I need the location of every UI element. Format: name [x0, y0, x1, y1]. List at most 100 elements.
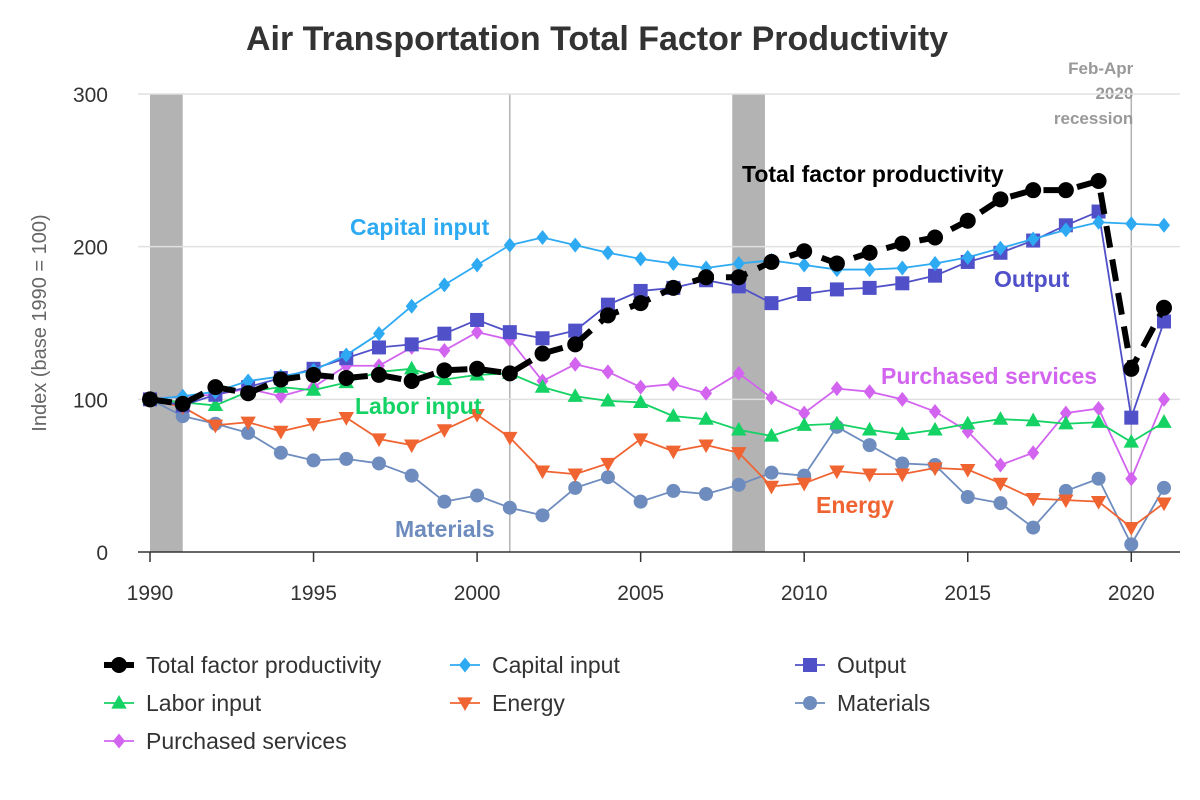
data-point-capital-input: [1059, 222, 1072, 238]
data-point-materials: [404, 468, 419, 483]
data-point-labor-input: [829, 415, 845, 430]
annotation-labor-input: Labor input: [355, 393, 482, 419]
data-point-output: [633, 283, 648, 298]
data-point-energy: [698, 439, 714, 454]
data-point-labor-input: [1025, 412, 1041, 427]
data-point-energy: [731, 447, 747, 461]
x-tick-label: 2020: [1108, 582, 1155, 605]
data-point-energy: [600, 457, 616, 472]
data-point-energy: [469, 409, 485, 423]
legend-marker: [111, 657, 127, 673]
data-point-purchased-services: [667, 376, 680, 392]
data-point-total-factor-productivity: [240, 385, 257, 402]
data-point-labor-input: [894, 426, 911, 441]
data-point-output: [568, 323, 583, 338]
data-point-energy: [273, 425, 289, 440]
data-point-total-factor-productivity: [828, 255, 845, 272]
data-point-capital-input: [1158, 217, 1170, 233]
data-point-labor-input: [567, 388, 583, 402]
x-tick-label: 2015: [944, 582, 991, 605]
data-point-total-factor-productivity: [1057, 182, 1074, 199]
data-point-materials: [699, 486, 714, 501]
data-point-total-factor-productivity: [403, 373, 420, 390]
data-point-labor-input: [534, 379, 551, 393]
data-point-total-factor-productivity: [959, 212, 976, 229]
data-point-materials: [960, 490, 975, 505]
data-point-energy: [763, 480, 780, 495]
data-point-labor-input: [632, 394, 649, 408]
data-point-energy: [992, 477, 1009, 492]
gridlines: [138, 93, 1180, 401]
y-tick-label: 300: [73, 84, 108, 107]
data-point-energy: [894, 468, 911, 483]
data-point-capital-input: [405, 298, 418, 314]
legend-label: Energy: [492, 690, 565, 716]
x-tick-label: 2005: [617, 582, 664, 605]
data-point-output: [862, 280, 877, 295]
data-point-energy: [1058, 494, 1074, 509]
data-point-purchased-services: [634, 379, 647, 395]
data-point-materials: [895, 456, 910, 471]
data-point-energy: [240, 416, 256, 431]
data-point-capital-input: [863, 262, 876, 278]
data-point-total-factor-productivity: [370, 366, 387, 383]
data-point-energy: [371, 433, 387, 448]
data-point-capital-input: [634, 251, 647, 267]
data-point-total-factor-productivity: [763, 253, 780, 270]
data-point-labor-input: [861, 421, 878, 436]
data-point-labor-input: [698, 411, 714, 425]
data-point-purchased-services: [1092, 400, 1105, 416]
data-point-materials: [1124, 537, 1139, 552]
legend-label: Output: [837, 652, 907, 678]
data-point-purchased-services: [438, 342, 451, 358]
annotation-capital-input: Capital input: [350, 214, 490, 240]
data-point-materials: [470, 488, 485, 503]
data-point-total-factor-productivity: [1025, 182, 1042, 199]
data-point-purchased-services: [994, 457, 1007, 473]
axes: 0 100 200 300 1990 1995 2000 2005 2010 2015 2020: [73, 84, 1180, 605]
data-point-purchased-services: [798, 405, 811, 421]
data-point-energy: [927, 462, 943, 477]
data-point-labor-input: [796, 417, 812, 431]
data-point-energy: [338, 412, 354, 426]
x-tick-label: 2010: [781, 582, 828, 605]
legend-item-capital-input: Capital input: [450, 652, 620, 678]
data-point-materials: [1026, 520, 1041, 535]
data-point-total-factor-productivity: [338, 369, 355, 386]
legend-label: Total factor productivity: [146, 652, 382, 678]
data-point-labor-input: [1123, 434, 1139, 448]
legend-marker: [803, 696, 817, 710]
data-point-output: [764, 296, 779, 311]
annotation-materials: Materials: [395, 516, 495, 542]
data-point-capital-input: [242, 373, 255, 389]
data-point-materials: [862, 438, 877, 453]
data-point-materials: [371, 456, 386, 471]
data-point-energy: [305, 418, 322, 432]
series-energy: [142, 393, 1172, 536]
legend-item-total-factor-productivity: Total factor productivity: [104, 652, 382, 678]
data-point-capital-input: [961, 249, 974, 265]
data-point-labor-input: [665, 408, 682, 422]
legend-item-labor-input: Labor input: [104, 690, 262, 716]
annotation-energy: Energy: [816, 492, 894, 518]
data-point-total-factor-productivity: [796, 243, 813, 260]
data-point-purchased-services: [1027, 445, 1040, 461]
legend-item-materials: Materials: [795, 690, 930, 716]
legend-item-energy: Energy: [450, 690, 565, 716]
data-point-capital-input: [471, 257, 484, 273]
data-point-capital-input: [929, 255, 942, 271]
data-point-total-factor-productivity: [436, 362, 453, 379]
data-point-materials: [633, 494, 648, 509]
data-point-labor-input: [960, 415, 976, 430]
legend-label: Capital input: [492, 652, 620, 678]
data-point-capital-input: [536, 230, 549, 246]
series-line-materials: [149, 398, 1165, 546]
recession-bands: Feb-Apr 2020 recession: [150, 59, 1134, 552]
data-point-energy: [1090, 496, 1107, 510]
data-point-capital-input: [1125, 216, 1138, 232]
data-point-labor-input: [763, 427, 780, 442]
recession-band-0: [150, 94, 183, 552]
data-point-labor-input: [403, 360, 420, 375]
legend-item-purchased-services: Purchased services: [104, 728, 347, 754]
data-point-purchased-services: [863, 384, 876, 400]
